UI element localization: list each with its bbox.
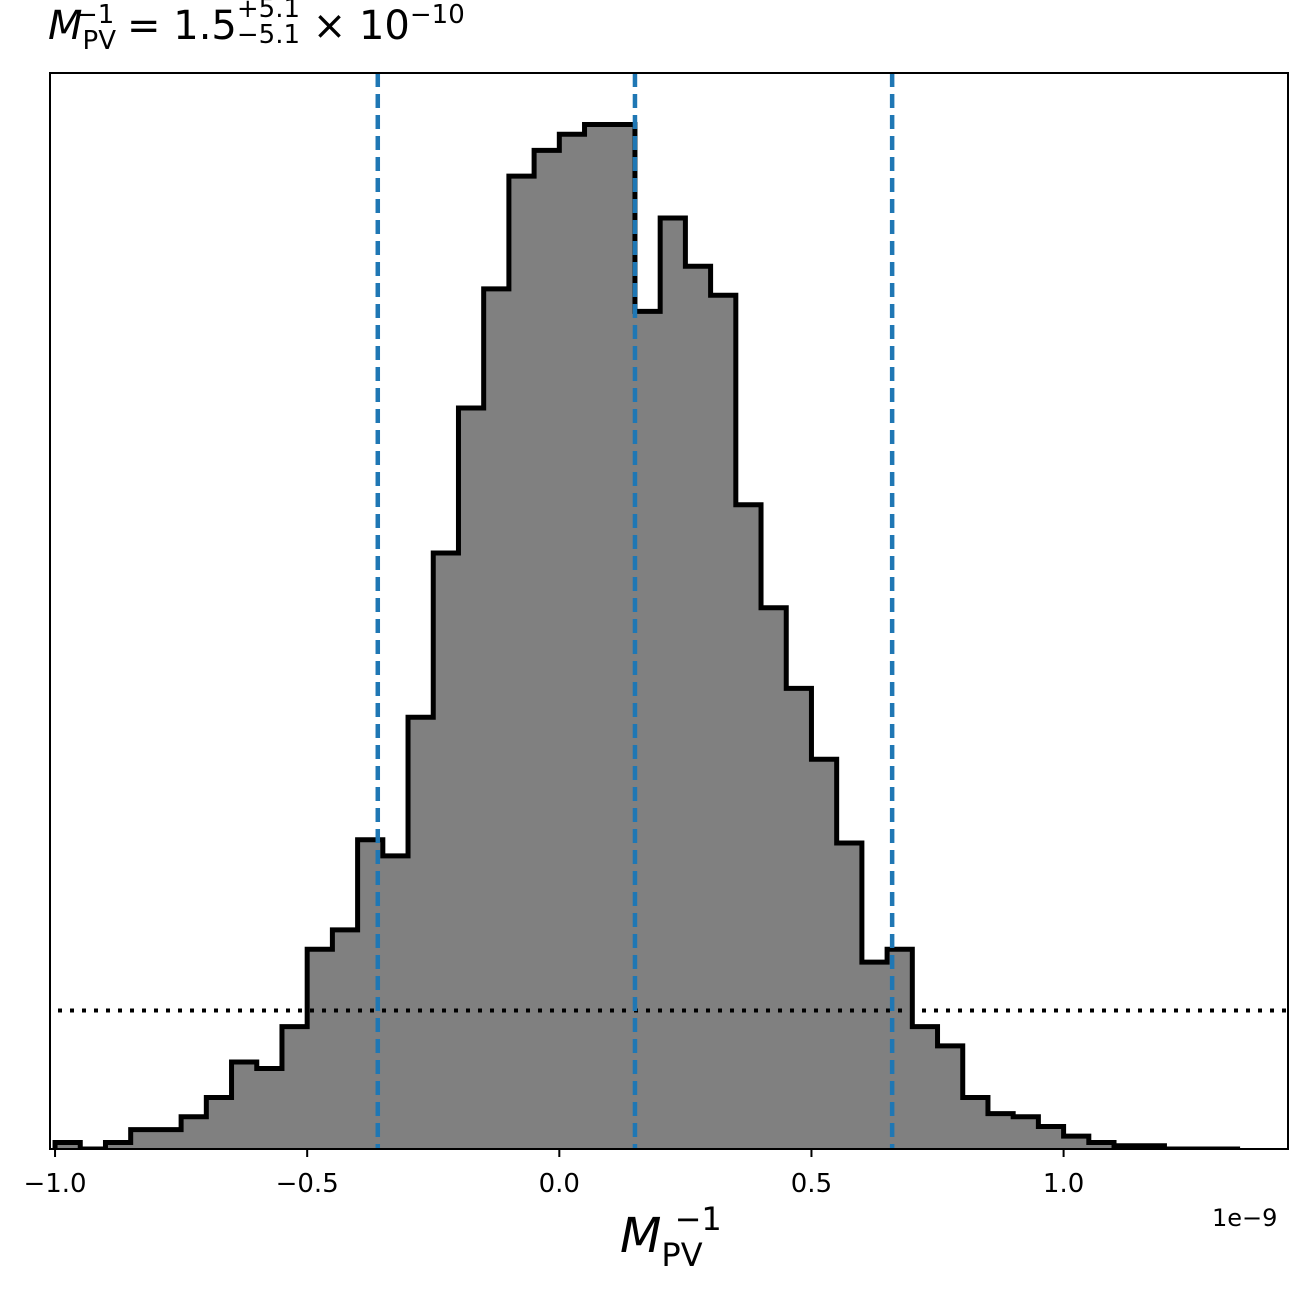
histogram-bar [1063,1136,1090,1149]
histogram-bar [206,1097,233,1149]
histogram-bar [281,1026,308,1149]
plot-frame [49,72,1289,1150]
x-tick-label: −1.0 [23,1169,86,1199]
histogram-bar [710,295,737,1149]
histogram-bar [55,1142,81,1149]
histogram-bar [786,688,813,1149]
histogram-bar [1088,1142,1115,1149]
histogram-bar [861,962,888,1149]
x-axis-offset-text: 1e−9 [1212,1204,1278,1232]
histogram-bar [634,311,661,1149]
histogram-bar [408,717,434,1149]
x-axis-label: MPV−1 [620,1200,722,1274]
histogram-bar [937,1045,964,1149]
histogram-bar [256,1068,283,1149]
histogram-bar [761,607,787,1149]
histogram-bar [912,1026,939,1149]
x-tick-label: 0.0 [539,1169,580,1199]
histogram-bar [231,1062,258,1149]
histogram-bar [660,217,686,1149]
histogram-bar [332,929,359,1149]
histogram-bar [987,1113,1014,1149]
histogram-bar [181,1116,207,1149]
histogram-bar [735,504,762,1149]
histogram-bar [559,134,586,1149]
histogram-outline [52,122,1241,1149]
histogram-bar [357,839,384,1149]
histogram-bar [382,855,409,1149]
x-tick-label: 0.5 [791,1169,832,1199]
histogram-bar [130,1129,157,1149]
histogram-bar [962,1097,989,1149]
histogram-bar [458,408,485,1149]
histogram-bar [1038,1126,1065,1149]
histogram-bar [685,266,712,1149]
histogram-bar [105,1142,132,1149]
histogram-bar [584,124,611,1149]
x-tick-label: −0.5 [276,1169,339,1199]
histogram-bar [534,150,560,1149]
histogram-bar [508,176,535,1149]
histogram-bar [155,1129,182,1149]
histogram-bar [1013,1116,1039,1149]
histogram-bar [433,553,460,1149]
histogram-bar [811,759,838,1149]
histogram-bar [609,124,636,1149]
x-tick-label: 1.0 [1043,1169,1084,1199]
histogram-bar [836,842,863,1149]
chart-title: MPV−1 = 1.5 +5.1 −5.1 × 10−10 [48,0,465,56]
histogram-bar [483,288,510,1149]
histogram-bar [307,949,333,1149]
